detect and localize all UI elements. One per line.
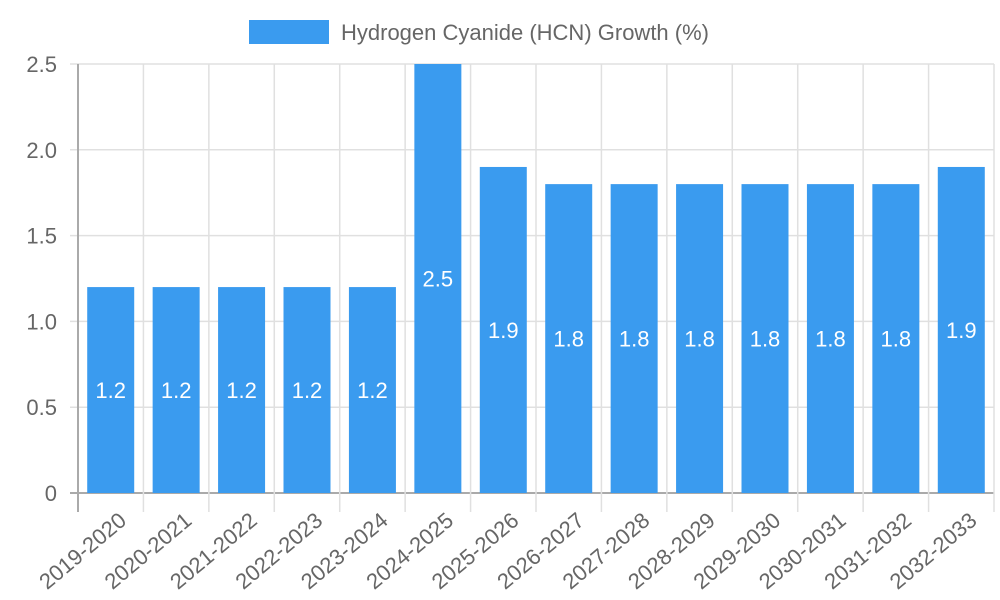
- bar[interactable]: [937, 166, 985, 493]
- y-tick-label: 2.5: [26, 52, 57, 77]
- bar-value-label: 1.2: [95, 378, 126, 403]
- y-tick-label: 1.0: [26, 309, 57, 334]
- bar-value-label: 1.9: [488, 318, 519, 343]
- bar[interactable]: [348, 287, 396, 493]
- bar[interactable]: [806, 184, 854, 493]
- bar-value-label: 1.2: [292, 378, 323, 403]
- legend-label: Hydrogen Cyanide (HCN) Growth (%): [341, 20, 709, 45]
- bar-value-label: 1.2: [226, 378, 257, 403]
- legend-swatch: [249, 20, 329, 44]
- bar-value-label: 1.8: [881, 327, 912, 352]
- bar[interactable]: [283, 287, 331, 493]
- bar-value-label: 1.8: [619, 327, 650, 352]
- bar[interactable]: [414, 64, 462, 493]
- bar[interactable]: [152, 287, 200, 493]
- y-tick-label: 0.5: [26, 395, 57, 420]
- y-tick-label: 1.5: [26, 224, 57, 249]
- bar[interactable]: [676, 184, 724, 493]
- bar[interactable]: [87, 287, 135, 493]
- bar-value-label: 1.8: [553, 327, 584, 352]
- bar-value-label: 1.9: [946, 318, 977, 343]
- bar[interactable]: [872, 184, 920, 493]
- grid-lines: [70, 63, 995, 512]
- bar-value-label: 1.8: [684, 327, 715, 352]
- x-axis: 2019-20202020-20212021-20222022-20232023…: [34, 507, 981, 594]
- bar-value-label: 1.8: [750, 327, 781, 352]
- bar[interactable]: [479, 166, 527, 493]
- bar-value-label: 1.2: [161, 378, 192, 403]
- y-tick-label: 0: [45, 481, 57, 506]
- bar-value-label: 1.8: [815, 327, 846, 352]
- bars: 1.2 1.2 1.2 1.2 1.2 2.5 1.9 1.8 1.8 1.8 1.8 1.8 1.8 1…: [87, 64, 985, 493]
- bar-value-label: 1.2: [357, 378, 388, 403]
- bar[interactable]: [610, 184, 658, 493]
- y-tick-label: 2.0: [26, 138, 57, 163]
- bar-value-label: 2.5: [423, 267, 454, 292]
- bar[interactable]: [218, 287, 266, 493]
- bar[interactable]: [741, 184, 789, 493]
- y-axis: 0 0.5 1.0 1.5 2.0 2.5: [26, 52, 57, 506]
- bar[interactable]: [545, 184, 593, 493]
- legend[interactable]: Hydrogen Cyanide (HCN) Growth (%): [249, 20, 709, 45]
